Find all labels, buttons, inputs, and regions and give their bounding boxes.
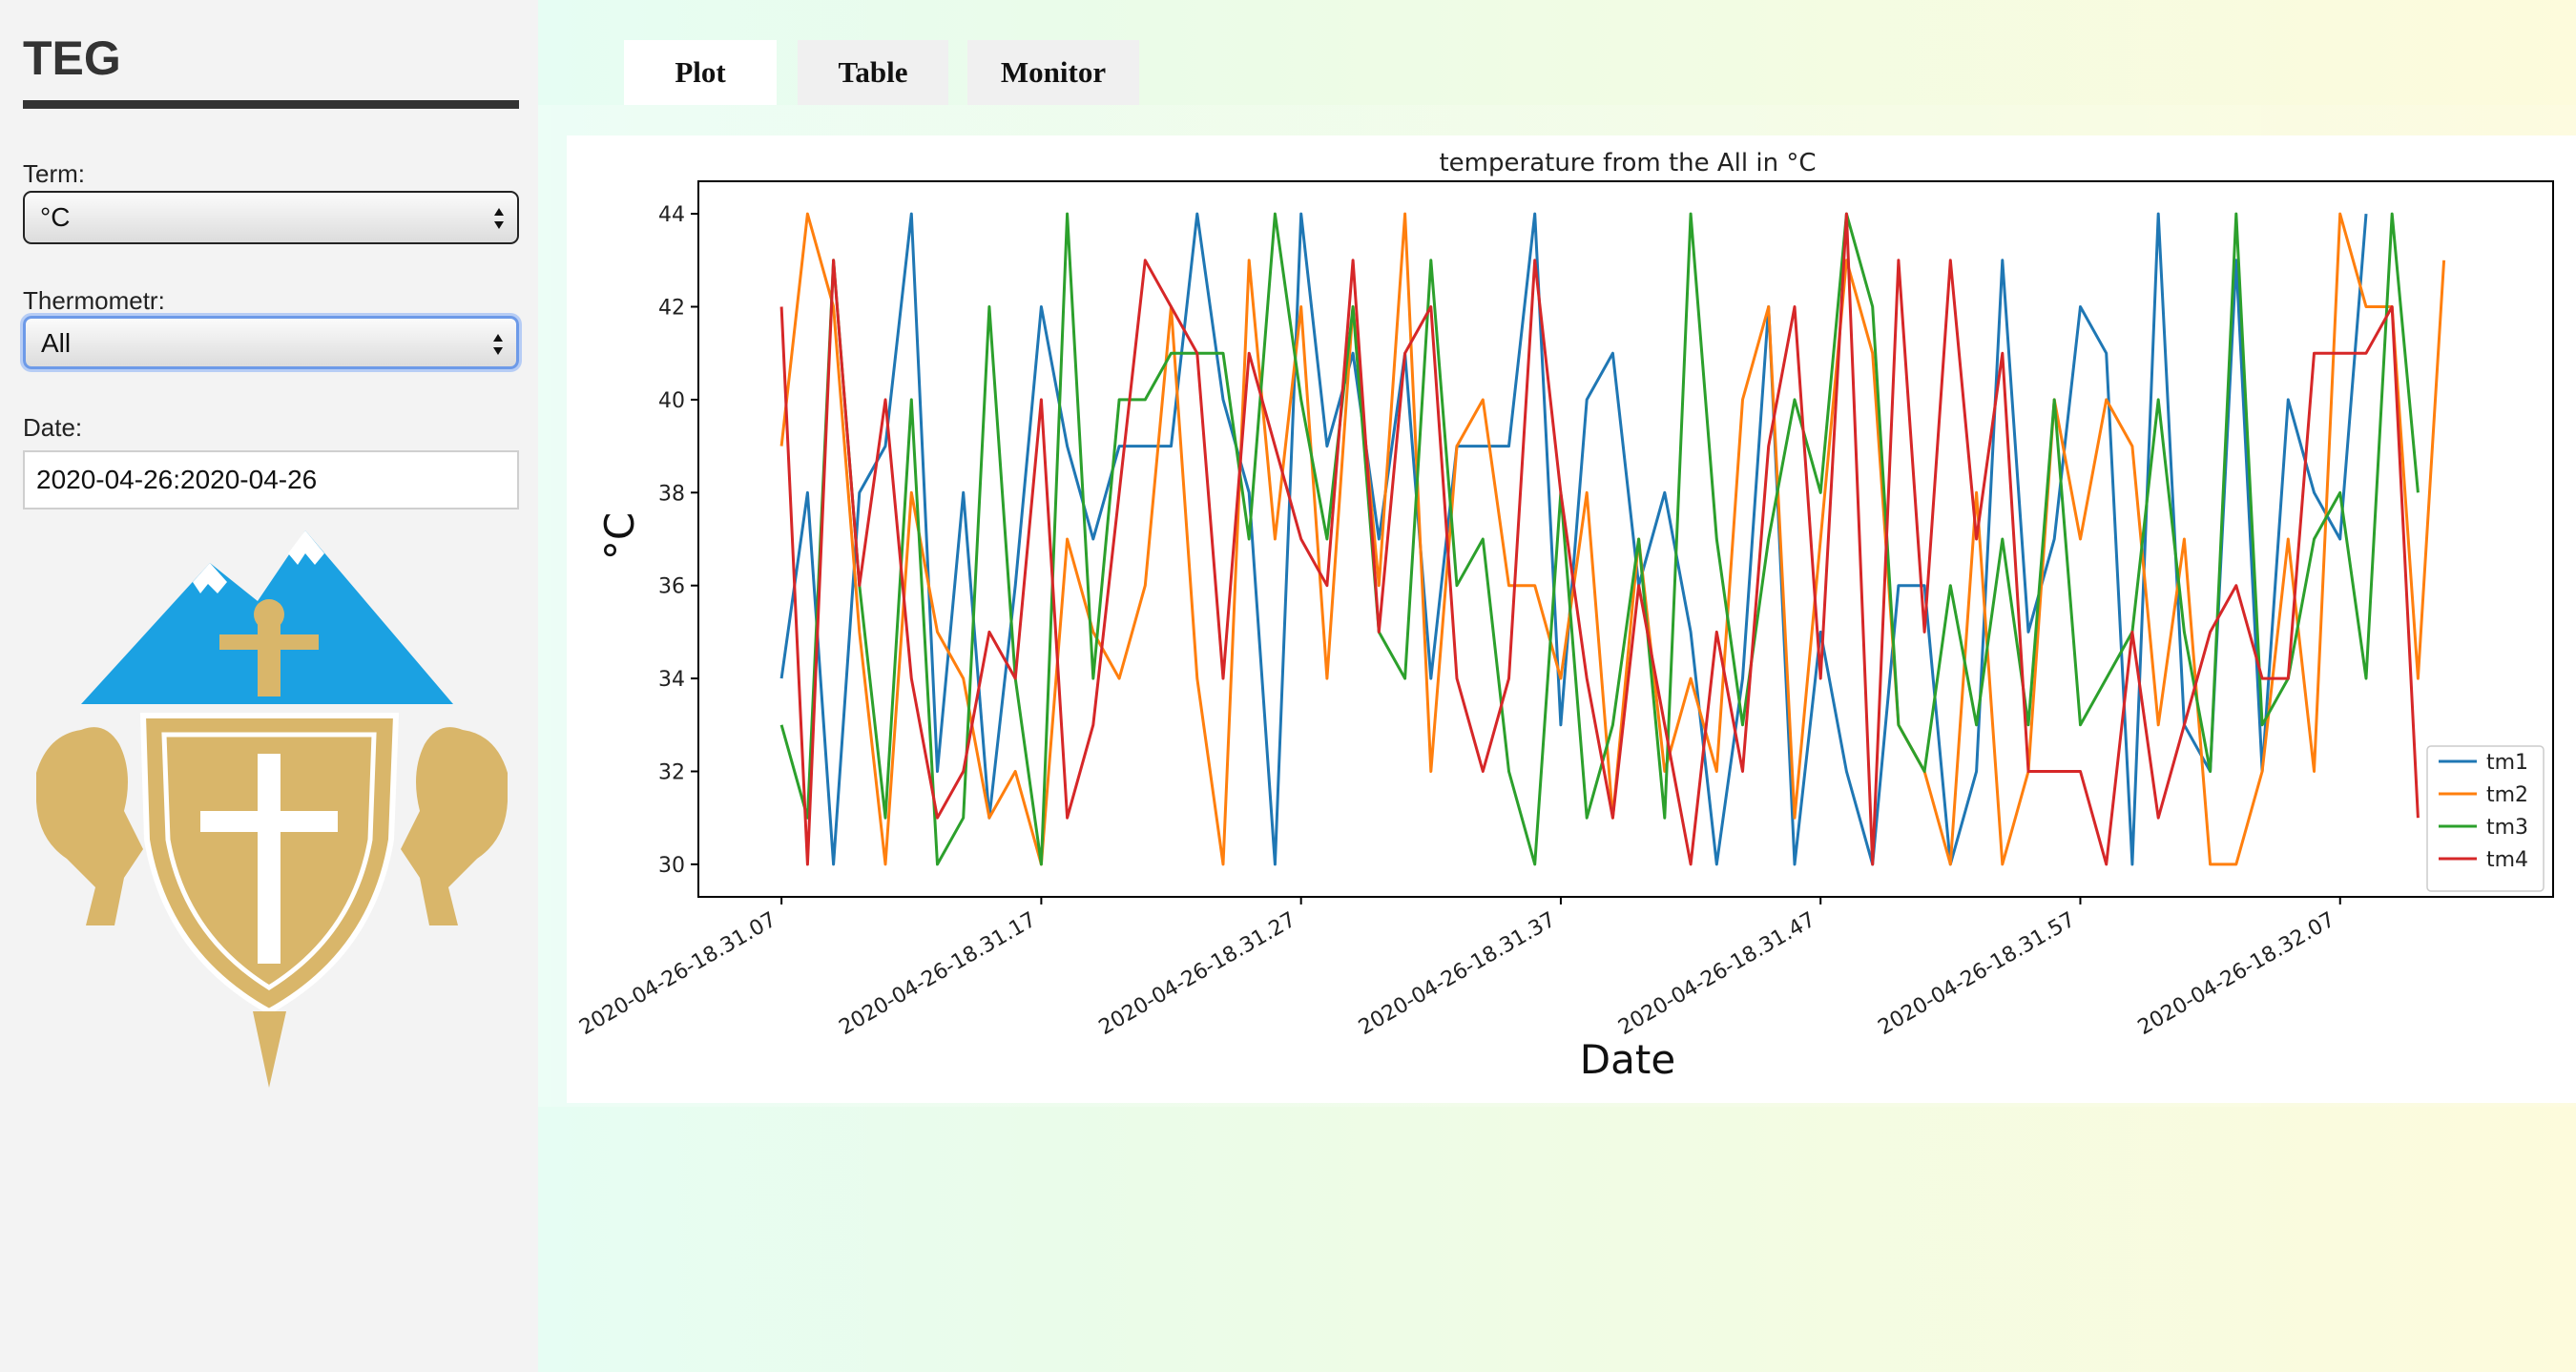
x-tick-label: 2020-04-26-18.31.27 xyxy=(1095,908,1300,1041)
x-tick-label: 2020-04-26-18.31.57 xyxy=(1875,908,2080,1041)
select-arrows-icon xyxy=(493,334,503,355)
term-select[interactable]: °C xyxy=(23,191,519,244)
tab-table[interactable]: Table xyxy=(798,40,948,105)
sidebar: TEG Term: °C Thermometr: All Date: 2020-… xyxy=(0,0,538,1372)
tab-monitor[interactable]: Monitor xyxy=(967,40,1139,105)
legend-label-tm2: tm2 xyxy=(2486,783,2528,807)
y-tick-label: 38 xyxy=(658,482,685,506)
term-label: Term: xyxy=(23,159,85,188)
y-tick-label: 30 xyxy=(658,854,685,878)
chart-title: temperature from the All in °C xyxy=(1439,149,1816,177)
series-line-tm1 xyxy=(779,212,2368,866)
y-tick-label: 32 xyxy=(658,761,685,785)
x-axis-label: Date xyxy=(1580,1036,1675,1083)
plot-frame xyxy=(697,180,2554,898)
legend-label-tm1: tm1 xyxy=(2486,751,2528,775)
thermometer-label: Thermometr: xyxy=(23,286,165,315)
y-tick-label: 36 xyxy=(658,575,685,599)
chart-svg: 30 32 34 36 38 40 42 44 2020-04-26-18.31.07 2020-… xyxy=(575,149,2554,1083)
series-line-tm4 xyxy=(779,212,2420,866)
x-tick-label: 2020-04-26-18.31.37 xyxy=(1355,908,1560,1041)
term-select-value: °C xyxy=(40,202,71,232)
date-label: Date: xyxy=(23,413,83,442)
temperature-chart: 30 32 34 36 38 40 42 44 2020-04-26-18.31.07 2020-… xyxy=(567,135,2576,1103)
series-line-tm3 xyxy=(779,212,2420,866)
legend-box xyxy=(2426,745,2545,892)
y-tick-label: 42 xyxy=(658,296,685,320)
title-divider xyxy=(23,100,519,109)
app-title: TEG xyxy=(23,31,121,85)
x-tick-label: 2020-04-26-18.31.07 xyxy=(575,908,780,1041)
x-tick-label: 2020-04-26-18.31.17 xyxy=(835,908,1040,1041)
thermometer-select-value: All xyxy=(41,328,72,358)
y-tick-label: 44 xyxy=(658,203,685,227)
series-line-tm2 xyxy=(779,212,2446,866)
thermometer-select[interactable]: All xyxy=(23,316,519,369)
select-arrows-icon xyxy=(494,208,504,229)
legend-label-tm4: tm4 xyxy=(2486,848,2528,872)
coat-of-arms-logo xyxy=(36,530,508,1088)
y-tick-label: 34 xyxy=(658,668,685,692)
legend-label-tm3: tm3 xyxy=(2486,816,2528,840)
x-tick-label: 2020-04-26-18.32.07 xyxy=(2134,908,2339,1041)
x-tick-label: 2020-04-26-18.31.47 xyxy=(1614,908,1819,1041)
date-input[interactable]: 2020-04-26:2020-04-26 xyxy=(23,450,519,509)
y-tick-label: 40 xyxy=(658,389,685,413)
tab-plot[interactable]: Plot xyxy=(624,40,777,105)
y-axis-label: °C xyxy=(596,512,643,560)
